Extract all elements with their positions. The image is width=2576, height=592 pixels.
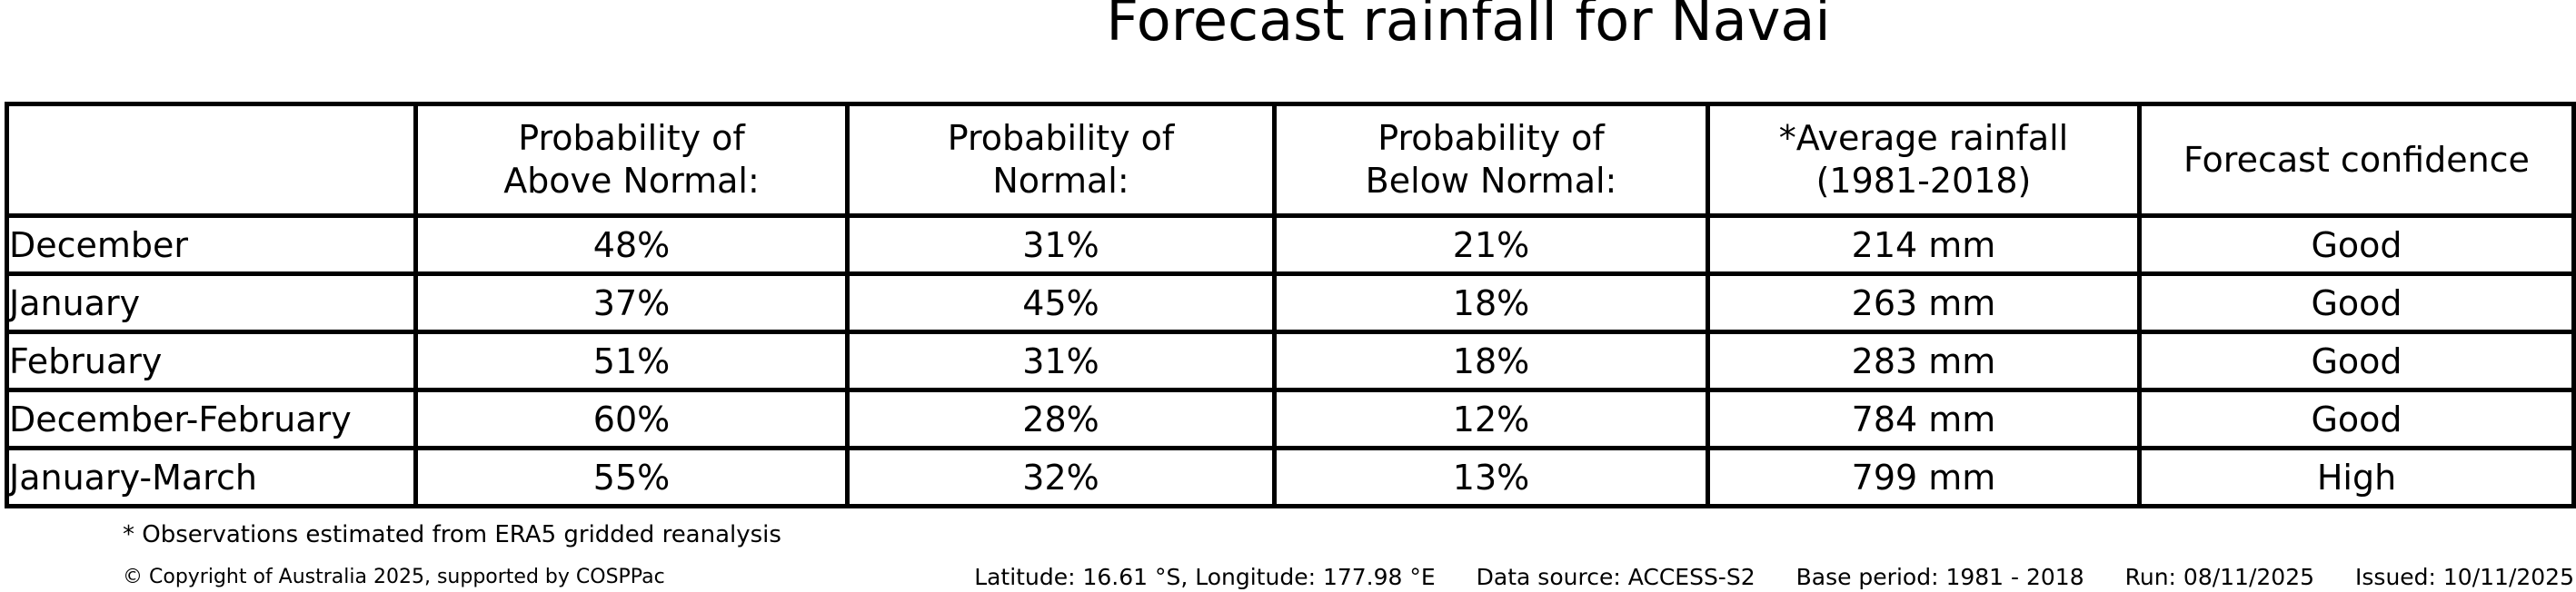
below-normal-value: 18% xyxy=(1272,330,1710,392)
run-date-label: Run: 08/11/2025 xyxy=(2124,564,2315,590)
table-row: December 48% 31% 21% 214 mm Good xyxy=(5,213,2576,276)
below-normal-value: 18% xyxy=(1272,271,1710,334)
column-header-above-normal: Probability of Above Normal: xyxy=(413,102,850,218)
month-label: December-February xyxy=(5,388,418,450)
metadata-line: Latitude: 16.61 °S, Longitude: 177.98 °E… xyxy=(974,564,2574,590)
normal-value: 31% xyxy=(845,330,1277,392)
confidence-value: Good xyxy=(2137,213,2576,276)
table-row: February 51% 31% 18% 283 mm Good xyxy=(5,330,2576,392)
base-period-label: Base period: 1981 - 2018 xyxy=(1795,564,2084,590)
month-label: February xyxy=(5,330,418,392)
page-title: Forecast rainfall for Navai xyxy=(1106,0,1831,54)
normal-value: 31% xyxy=(845,213,1277,276)
column-header-normal: Probability of Normal: xyxy=(845,102,1277,218)
confidence-value: Good xyxy=(2137,388,2576,450)
confidence-value: High xyxy=(2137,446,2576,508)
above-normal-value: 60% xyxy=(413,388,850,450)
column-header-average-rainfall: *Average rainfall (1981-2018) xyxy=(1706,102,2142,218)
month-label: January xyxy=(5,271,418,334)
above-normal-value: 48% xyxy=(413,213,850,276)
month-label: December xyxy=(5,213,418,276)
month-label: January-March xyxy=(5,446,418,508)
confidence-value: Good xyxy=(2137,330,2576,392)
column-header-below-normal: Probability of Below Normal: xyxy=(1272,102,1710,218)
normal-value: 45% xyxy=(845,271,1277,334)
above-normal-value: 55% xyxy=(413,446,850,508)
issued-date-label: Issued: 10/11/2025 xyxy=(2355,564,2574,590)
normal-value: 28% xyxy=(845,388,1277,450)
rainfall-forecast-table: Probability of Above Normal: Probability… xyxy=(5,102,2576,508)
table-row: January-March 55% 32% 13% 799 mm High xyxy=(5,446,2576,508)
below-normal-value: 12% xyxy=(1272,388,1710,450)
table-row: December-February 60% 28% 12% 784 mm Goo… xyxy=(5,388,2576,450)
column-header-forecast-confidence: Forecast confidence xyxy=(2137,102,2576,218)
copyright-notice: © Copyright of Australia 2025, supported… xyxy=(123,566,665,588)
below-normal-value: 13% xyxy=(1272,446,1710,508)
below-normal-value: 21% xyxy=(1272,213,1710,276)
average-rainfall-value: 784 mm xyxy=(1706,388,2142,450)
confidence-value: Good xyxy=(2137,271,2576,334)
data-source-label: Data source: ACCESS-S2 xyxy=(1476,564,1755,590)
header-row: Probability of Above Normal: Probability… xyxy=(5,102,2576,218)
location-label: Latitude: 16.61 °S, Longitude: 177.98 °E xyxy=(974,564,1436,590)
average-rainfall-value: 263 mm xyxy=(1706,271,2142,334)
above-normal-value: 37% xyxy=(413,271,850,334)
normal-value: 32% xyxy=(845,446,1277,508)
table-row: January 37% 45% 18% 263 mm Good xyxy=(5,271,2576,334)
above-normal-value: 51% xyxy=(413,330,850,392)
observations-footnote: * Observations estimated from ERA5 gridd… xyxy=(123,521,781,548)
average-rainfall-value: 799 mm xyxy=(1706,446,2142,508)
average-rainfall-value: 214 mm xyxy=(1706,213,2142,276)
average-rainfall-value: 283 mm xyxy=(1706,330,2142,392)
corner-blank-cell xyxy=(5,102,418,218)
